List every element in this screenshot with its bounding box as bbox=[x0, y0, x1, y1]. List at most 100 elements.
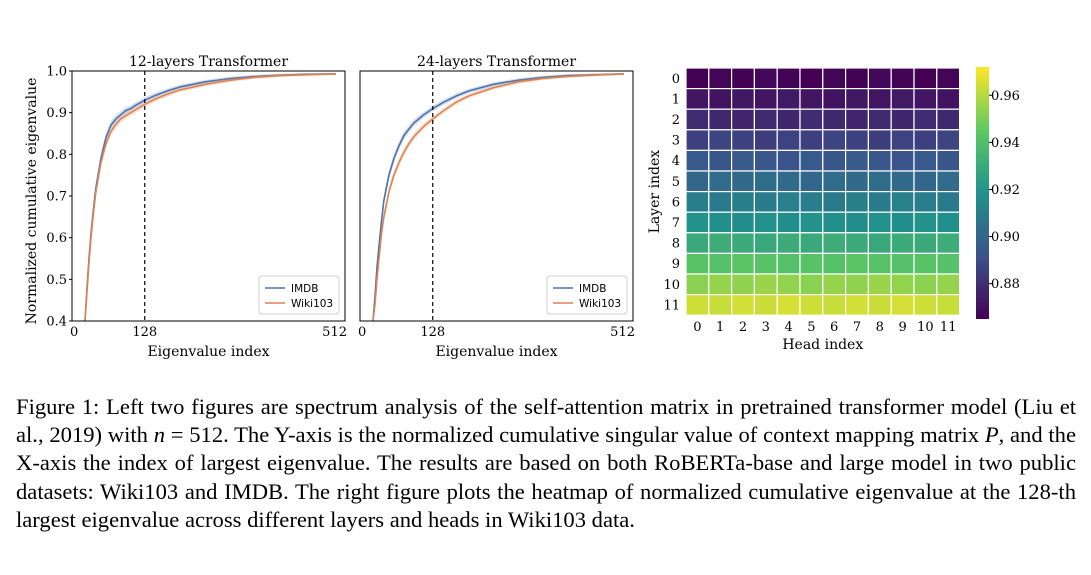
heatmap-cell bbox=[685, 232, 710, 255]
line-chart-12-layers: 12-layers Transformer 0 128 512 Eigenvalue i… bbox=[24, 54, 347, 360]
heatmap-cell bbox=[753, 170, 778, 193]
heatmap-cell bbox=[936, 294, 961, 316]
x-tick-label: 512 bbox=[610, 325, 635, 340]
heatmap-cell bbox=[730, 129, 755, 152]
heatmap-cell bbox=[799, 67, 824, 90]
heatmap-cell bbox=[867, 87, 892, 110]
y-axis-label: Layer index bbox=[647, 150, 663, 234]
layer-tick-label: 0 bbox=[672, 72, 680, 87]
heatmap-cell bbox=[822, 170, 847, 193]
caption-part-3: , and the X-axis the index of largest ei… bbox=[16, 422, 1076, 532]
heatmap-cell bbox=[913, 211, 938, 234]
heatmap-cell bbox=[867, 67, 892, 90]
caption-part-2: . The Y-axis is the normalized cumulativ… bbox=[223, 422, 985, 448]
x-tick-label: 128 bbox=[420, 325, 445, 340]
figure: 12-layers Transformer 0 128 512 Eigenvalue i… bbox=[24, 54, 1020, 360]
heatmap-cell bbox=[799, 149, 824, 172]
legend-label-wiki103: Wiki103 bbox=[291, 298, 333, 310]
heatmap-cell bbox=[685, 273, 710, 296]
heatmap-cell bbox=[685, 211, 710, 234]
heatmap-cell bbox=[936, 232, 961, 255]
heatmap-cell bbox=[844, 252, 869, 275]
heatmap-cell bbox=[936, 149, 961, 172]
heatmap-cell bbox=[730, 252, 755, 275]
heatmap-cell bbox=[936, 170, 961, 193]
layer-tick-label: 10 bbox=[663, 278, 680, 293]
heatmap-cell bbox=[867, 273, 892, 296]
heatmap-cell bbox=[890, 294, 915, 316]
heatmap-cell bbox=[913, 129, 938, 152]
legend-label-imdb: IMDB bbox=[291, 283, 318, 295]
heatmap-cell bbox=[936, 252, 961, 275]
heatmap-cell bbox=[822, 129, 847, 152]
x-tick-label: 0 bbox=[358, 325, 366, 340]
heatmap-cell bbox=[708, 170, 733, 193]
heatmap-cell bbox=[822, 67, 847, 90]
heatmap-cell bbox=[890, 252, 915, 275]
figure-caption: Figure 1: Left two figures are spectrum … bbox=[16, 393, 1076, 534]
heatmap-cell bbox=[913, 191, 938, 213]
heatmap-cell bbox=[844, 232, 869, 255]
heatmap-cell bbox=[685, 252, 710, 275]
heatmap-cell bbox=[867, 191, 892, 213]
heatmap-cell bbox=[799, 273, 824, 296]
heatmap-cell bbox=[776, 252, 801, 275]
heatmap-cell bbox=[844, 294, 869, 316]
heatmap-cell bbox=[708, 273, 733, 296]
chart-title: 12-layers Transformer bbox=[129, 54, 288, 70]
heatmap-cell bbox=[799, 294, 824, 316]
heatmap-cell bbox=[913, 232, 938, 255]
heatmap-cell bbox=[867, 149, 892, 172]
plot-frame bbox=[359, 70, 634, 322]
heatmap-cell bbox=[753, 87, 778, 110]
heatmap-cell bbox=[753, 67, 778, 90]
heatmap-cell bbox=[822, 149, 847, 172]
head-tick-label: 5 bbox=[807, 320, 815, 335]
heatmap-cell bbox=[844, 273, 869, 296]
head-tick-label: 7 bbox=[853, 320, 861, 335]
heatmap-cell bbox=[685, 191, 710, 213]
heatmap-cell bbox=[890, 67, 915, 90]
heatmap-cell bbox=[776, 211, 801, 234]
heatmap-cell bbox=[776, 294, 801, 316]
heatmap-cell bbox=[730, 294, 755, 316]
heatmap-cell bbox=[799, 129, 824, 152]
heatmap-cell bbox=[867, 108, 892, 131]
heatmap-cell bbox=[708, 87, 733, 110]
heatmap-cell bbox=[890, 273, 915, 296]
heatmap-cell bbox=[822, 211, 847, 234]
layer-tick-label: 1 bbox=[672, 92, 680, 107]
heatmap-cell bbox=[685, 149, 710, 172]
caption-part-1: Figure 1: Left two figures are spectrum … bbox=[16, 394, 1076, 448]
legend-label-wiki103: Wiki103 bbox=[579, 298, 621, 310]
heatmap-cell bbox=[753, 129, 778, 152]
heatmap-cell bbox=[844, 129, 869, 152]
x-tick-label: 0 bbox=[70, 325, 78, 340]
heatmap-cell bbox=[867, 232, 892, 255]
heatmap-cell bbox=[799, 170, 824, 193]
heatmap-cell bbox=[844, 87, 869, 110]
layer-tick-label: 6 bbox=[672, 195, 680, 210]
heatmap-cell bbox=[822, 252, 847, 275]
y-tick-label: 0.6 bbox=[46, 231, 67, 246]
heatmap-cell bbox=[867, 129, 892, 152]
heatmap-cell bbox=[844, 191, 869, 213]
heatmap-cell bbox=[890, 170, 915, 193]
heatmap-cell bbox=[822, 108, 847, 131]
heatmap-cell bbox=[776, 108, 801, 131]
heatmap-cell bbox=[936, 108, 961, 131]
heatmap-cell bbox=[708, 108, 733, 131]
heatmap-cell bbox=[890, 232, 915, 255]
series-line-wiki103 bbox=[84, 73, 337, 322]
heatmap-cell bbox=[936, 273, 961, 296]
heatmap-cell bbox=[890, 149, 915, 172]
caption-math-eq: = 512 bbox=[165, 422, 224, 448]
x-axis-label: Eigenvalue index bbox=[435, 344, 557, 360]
heatmap-cell bbox=[844, 149, 869, 172]
heatmap-cell bbox=[730, 191, 755, 213]
heatmap-cell bbox=[753, 149, 778, 172]
legend-box bbox=[546, 275, 628, 315]
heatmap-cell bbox=[708, 67, 733, 90]
head-tick-label: 10 bbox=[917, 320, 934, 335]
heatmap-cell bbox=[730, 273, 755, 296]
